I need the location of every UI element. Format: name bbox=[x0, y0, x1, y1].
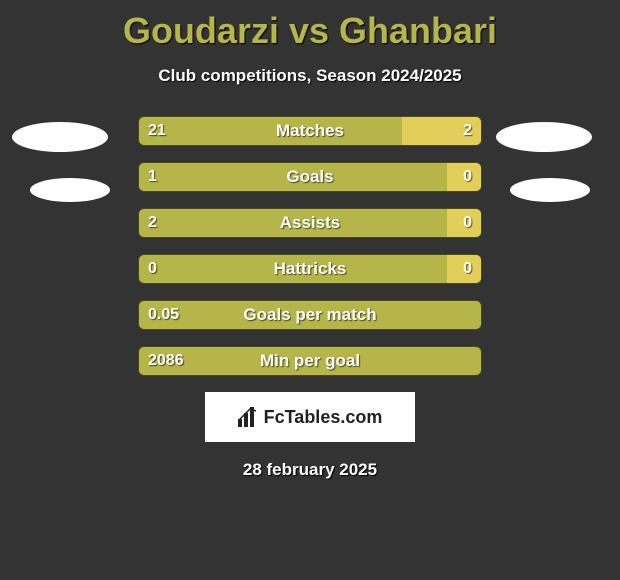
comparison-chart: 212Matches10Goals20Assists00Hattricks0.0… bbox=[0, 116, 620, 376]
player-marker bbox=[30, 178, 110, 202]
player-marker bbox=[510, 178, 590, 202]
player-marker bbox=[12, 122, 108, 152]
bar-chart-icon bbox=[238, 407, 260, 427]
player-marker bbox=[496, 122, 592, 152]
metric-label: Goals bbox=[138, 162, 482, 192]
stat-row: 0.05Goals per match bbox=[0, 300, 620, 330]
stat-row: 2086Min per goal bbox=[0, 346, 620, 376]
metric-label: Hattricks bbox=[138, 254, 482, 284]
stat-row: 20Assists bbox=[0, 208, 620, 238]
metric-label: Assists bbox=[138, 208, 482, 238]
subtitle: Club competitions, Season 2024/2025 bbox=[0, 66, 620, 86]
badge-label: FcTables.com bbox=[264, 407, 383, 428]
metric-label: Goals per match bbox=[138, 300, 482, 330]
metric-label: Min per goal bbox=[138, 346, 482, 376]
metric-label: Matches bbox=[138, 116, 482, 146]
footer-date: 28 february 2025 bbox=[0, 460, 620, 480]
fctables-badge: FcTables.com bbox=[205, 392, 415, 442]
page-title: Goudarzi vs Ghanbari bbox=[0, 0, 620, 52]
stat-row: 00Hattricks bbox=[0, 254, 620, 284]
